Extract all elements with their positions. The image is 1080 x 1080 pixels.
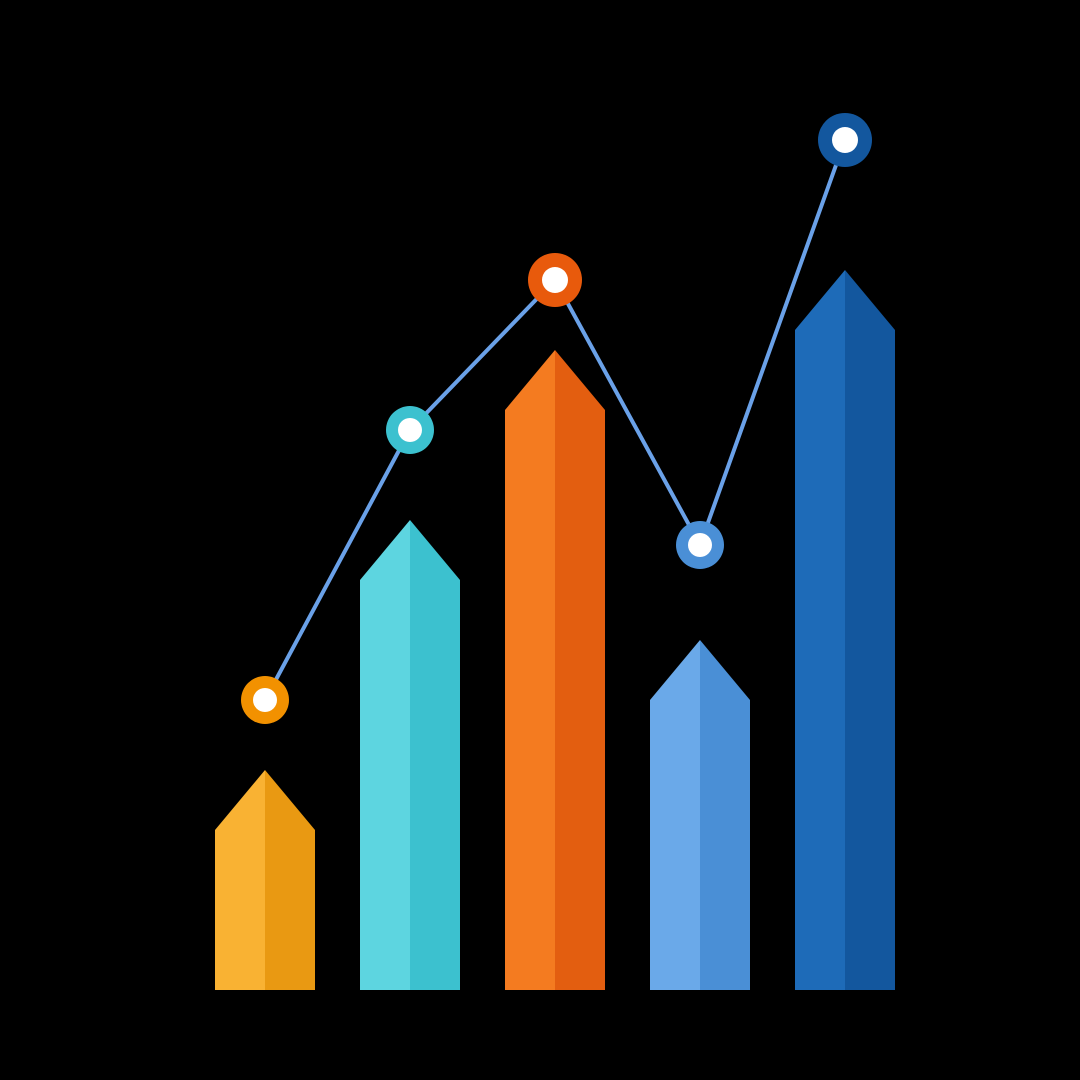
- point-2: [386, 406, 434, 454]
- bar-line-chart-icon: [0, 0, 1080, 1080]
- chart-svg: [0, 0, 1080, 1080]
- bar-2: [360, 520, 460, 990]
- point-3: [528, 253, 582, 307]
- bar-1: [215, 770, 315, 990]
- bar-4: [650, 640, 750, 990]
- bar-5: [795, 270, 895, 990]
- bar-3: [505, 350, 605, 990]
- point-1: [241, 676, 289, 724]
- point-4: [676, 521, 724, 569]
- point-5: [818, 113, 872, 167]
